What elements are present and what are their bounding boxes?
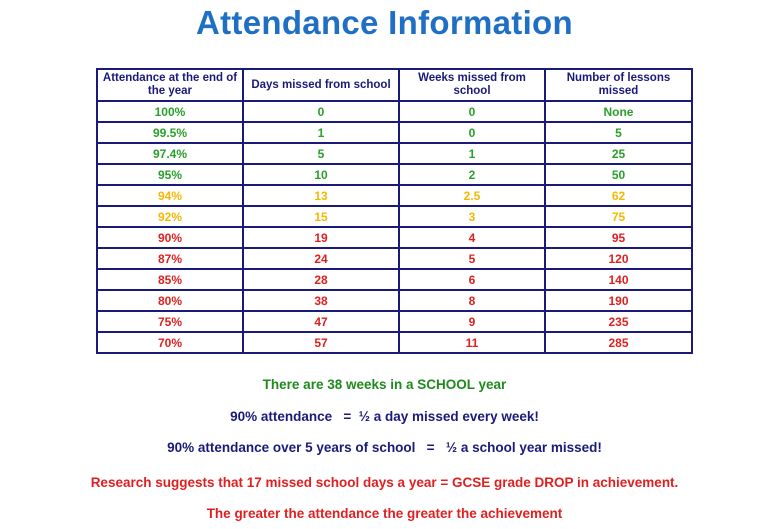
table-row: 75% 47 9 235 (96, 310, 694, 333)
days-missed-cell: 47 (241, 310, 401, 333)
days-missed-cell: 15 (241, 205, 401, 228)
weeks-missed-cell: 6 (398, 268, 546, 291)
lessons-missed-cell: 25 (543, 142, 694, 165)
table-row: 70% 57 11 285 (96, 331, 694, 354)
days-missed-cell: 24 (241, 247, 401, 270)
lessons-missed-cell: 50 (543, 163, 694, 186)
lessons-missed-cell: 190 (543, 289, 694, 312)
weeks-missed-cell: 9 (398, 310, 546, 333)
attendance-cell: 90% (96, 226, 244, 249)
weeks-missed-cell: 11 (398, 331, 546, 354)
days-missed-cell: 5 (241, 142, 401, 165)
weeks-missed-cell: 0 (398, 100, 546, 123)
table-row: 97.4% 5 1 25 (96, 142, 694, 165)
table-row: 100% 0 0 None (96, 100, 694, 123)
note-half-day-weekly: 90% attendance = ½ a day missed every we… (230, 409, 539, 424)
weeks-missed-cell: 3 (398, 205, 546, 228)
note-weeks-in-year: There are 38 weeks in a SCHOOL year (262, 377, 507, 392)
days-missed-cell: 10 (241, 163, 401, 186)
table-row: 90% 19 4 95 (96, 226, 694, 249)
days-missed-cell: 0 (241, 100, 401, 123)
lessons-missed-cell: 140 (543, 268, 694, 291)
page-title: Attendance Information (196, 4, 573, 41)
table-row: 80% 38 8 190 (96, 289, 694, 312)
attendance-cell: 99.5% (96, 121, 244, 144)
lessons-missed-cell: 120 (543, 247, 694, 270)
attendance-cell: 87% (96, 247, 244, 270)
note-greater-attendance: The greater the attendance the greater t… (206, 506, 563, 521)
lessons-missed-cell: None (543, 100, 694, 123)
table-row: 85% 28 6 140 (96, 268, 694, 291)
lessons-missed-cell: 285 (543, 331, 694, 354)
header-lessons-missed: Number of lessons missed (543, 68, 694, 102)
lessons-missed-cell: 5 (543, 121, 694, 144)
days-missed-cell: 13 (241, 184, 401, 207)
header-days-missed: Days missed from school (241, 68, 401, 102)
lessons-missed-cell: 75 (543, 205, 694, 228)
note-research: Research suggests that 17 missed school … (90, 475, 679, 490)
weeks-missed-cell: 8 (398, 289, 546, 312)
days-missed-cell: 57 (241, 331, 401, 354)
days-missed-cell: 28 (241, 268, 401, 291)
table-row: 94% 13 2.5 62 (96, 184, 694, 207)
lessons-missed-cell: 62 (543, 184, 694, 207)
attendance-cell: 100% (96, 100, 244, 123)
weeks-missed-cell: 2 (398, 163, 546, 186)
attendance-cell: 70% (96, 331, 244, 354)
weeks-missed-cell: 4 (398, 226, 546, 249)
attendance-table: Attendance at the end of the year Days m… (96, 68, 694, 354)
weeks-missed-cell: 2.5 (398, 184, 546, 207)
days-missed-cell: 19 (241, 226, 401, 249)
attendance-cell: 95% (96, 163, 244, 186)
header-attendance: Attendance at the end of the year (96, 68, 244, 102)
lessons-missed-cell: 235 (543, 310, 694, 333)
weeks-missed-cell: 5 (398, 247, 546, 270)
days-missed-cell: 1 (241, 121, 401, 144)
table-row: 87% 24 5 120 (96, 247, 694, 270)
table-header-row: Attendance at the end of the year Days m… (96, 68, 694, 102)
table-row: 99.5% 1 0 5 (96, 121, 694, 144)
table-body: 100% 0 0 None 99.5% 1 0 5 97.4% 5 1 25 95% 10 2 50 94% 13… (96, 100, 694, 354)
lessons-missed-cell: 95 (543, 226, 694, 249)
weeks-missed-cell: 1 (398, 142, 546, 165)
table-row: 92% 15 3 75 (96, 205, 694, 228)
table-row: 95% 10 2 50 (96, 163, 694, 186)
attendance-cell: 92% (96, 205, 244, 228)
attendance-cell: 80% (96, 289, 244, 312)
note-five-years: 90% attendance over 5 years of school = … (167, 440, 602, 455)
attendance-cell: 75% (96, 310, 244, 333)
attendance-cell: 85% (96, 268, 244, 291)
days-missed-cell: 38 (241, 289, 401, 312)
attendance-cell: 97.4% (96, 142, 244, 165)
weeks-missed-cell: 0 (398, 121, 546, 144)
header-weeks-missed: Weeks missed from school (398, 68, 546, 102)
attendance-cell: 94% (96, 184, 244, 207)
